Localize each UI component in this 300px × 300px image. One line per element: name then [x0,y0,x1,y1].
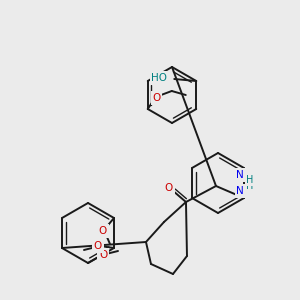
Text: O: O [94,241,102,251]
Text: O: O [153,93,161,103]
Text: N: N [236,170,244,180]
Text: H: H [246,175,254,185]
Text: N: N [236,186,244,196]
Text: O: O [99,226,107,236]
Text: O: O [165,183,173,193]
Text: H: H [246,181,254,191]
Text: HO: HO [151,73,167,83]
Text: O: O [99,250,107,260]
